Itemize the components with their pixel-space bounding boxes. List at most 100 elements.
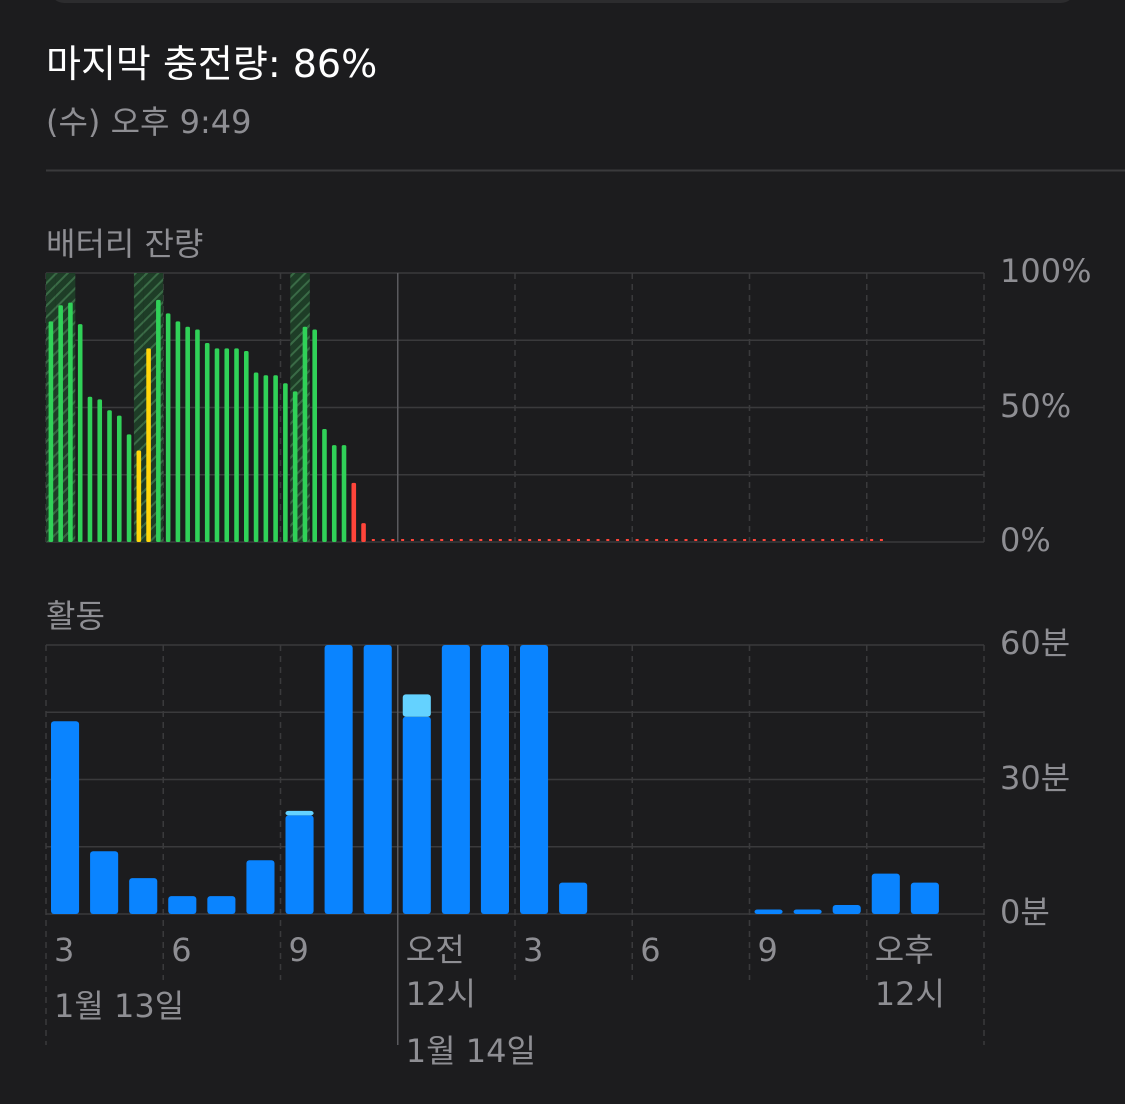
activity-bar [910, 882, 939, 914]
activity-bar [402, 694, 431, 717]
y-tick-label: 100% [1000, 252, 1092, 290]
battery-dot [371, 539, 375, 541]
battery-bar [312, 329, 317, 542]
activity-bar [363, 645, 392, 914]
battery-bar [58, 305, 63, 542]
battery-dot [879, 539, 883, 541]
battery-bar [361, 523, 366, 542]
battery-bar [341, 445, 347, 542]
y-tick-label: 0분 [1000, 893, 1050, 931]
battery-bar [234, 348, 239, 542]
battery-dot [762, 539, 766, 541]
battery-dot [791, 539, 795, 541]
x-tick-label: 9 [288, 931, 309, 969]
battery-bar [87, 396, 93, 542]
battery-dot [528, 539, 532, 541]
activity-bar [168, 896, 197, 914]
x-tick-label: 오전 12시 [405, 931, 476, 1013]
battery-bar [68, 302, 73, 542]
activity-bar [402, 716, 431, 914]
battery-dot [664, 539, 668, 541]
battery-dot [547, 539, 551, 541]
battery-dot [821, 539, 825, 541]
battery-dot [713, 539, 717, 541]
battery-bar [116, 415, 122, 542]
battery-dot [537, 539, 541, 541]
date-label: 1월 14일 [405, 1032, 536, 1070]
battery-bar [97, 399, 103, 542]
battery-dot [674, 539, 678, 541]
battery-dot [606, 539, 610, 541]
battery-dot [391, 539, 395, 541]
x-tick-label: 9 [757, 931, 778, 969]
battery-dot [498, 539, 502, 541]
battery-dot [625, 539, 629, 541]
battery-dot [557, 539, 561, 541]
card-edge [55, 0, 1070, 3]
battery-dot [489, 539, 493, 541]
battery-dot [733, 539, 737, 541]
battery-bar [331, 445, 337, 542]
battery-bar [322, 429, 327, 542]
activity-bar [324, 645, 353, 914]
battery-dot [508, 539, 512, 541]
battery-dot [860, 539, 864, 541]
battery-dot [743, 539, 747, 541]
activity-bar [285, 815, 314, 914]
battery-bar [77, 324, 83, 542]
battery-bar [107, 410, 112, 542]
y-tick-label: 30분 [1000, 758, 1071, 797]
battery-bar [48, 321, 54, 542]
title: 마지막 충전량: 86% [46, 42, 378, 86]
activity-bar [793, 909, 822, 914]
activity-bar [90, 851, 119, 914]
battery-bar [126, 434, 132, 542]
battery-dot [459, 539, 463, 541]
battery-bar [185, 326, 190, 542]
battery-bar [273, 375, 278, 542]
activity-bar [129, 878, 158, 914]
battery-dot [801, 539, 805, 541]
x-tick-label: 3 [523, 931, 544, 969]
x-tick-label: 6 [171, 931, 192, 969]
battery-dot [645, 539, 649, 541]
battery-dot [420, 539, 424, 541]
battery-bar [146, 348, 151, 542]
battery-bar [214, 348, 220, 542]
date-label: 1월 13일 [54, 987, 185, 1025]
battery-dot [772, 539, 776, 541]
battery-dot [577, 539, 581, 541]
battery-dot [401, 539, 405, 541]
battery-dot [811, 539, 815, 541]
battery-dot [655, 539, 659, 541]
battery-dot [840, 539, 844, 541]
battery-dot [586, 539, 590, 541]
battery-dot [782, 539, 786, 541]
battery-dot [870, 539, 874, 541]
y-tick-label: 60분 [1000, 624, 1071, 662]
activity-bar [207, 896, 236, 914]
battery-dot [440, 539, 444, 541]
battery-dot [479, 539, 483, 541]
battery-dot [596, 539, 600, 541]
subtitle: (수) 오후 9:49 [46, 103, 252, 141]
battery-dot [381, 539, 385, 541]
battery-bar [263, 375, 269, 542]
battery-bar [165, 313, 171, 542]
battery-dot [704, 539, 708, 541]
activity-bar [559, 882, 588, 914]
charging-band [133, 273, 144, 542]
y-tick-label: 0% [1000, 521, 1051, 559]
battery-bar [175, 321, 181, 542]
battery-dot [752, 539, 756, 541]
battery-dot [469, 539, 473, 541]
activity-bar [832, 905, 861, 914]
activity-bar [480, 645, 509, 914]
x-tick-label: 오후 12시 [874, 931, 945, 1013]
x-tick-label: 3 [54, 931, 75, 969]
y-tick-label: 50% [1000, 386, 1072, 425]
battery-dot [410, 539, 414, 541]
activity-bar [246, 860, 275, 914]
battery-bar [224, 348, 230, 542]
